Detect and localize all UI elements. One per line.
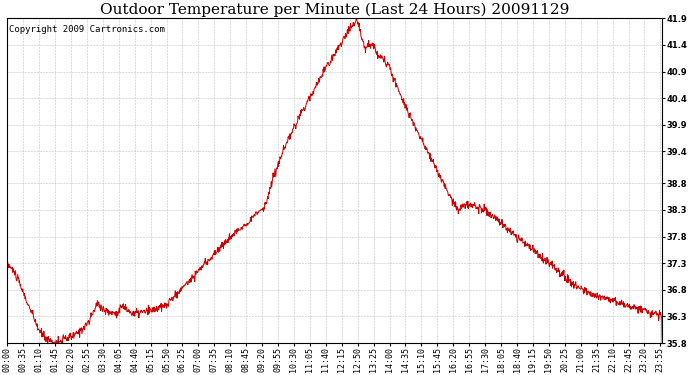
Title: Outdoor Temperature per Minute (Last 24 Hours) 20091129: Outdoor Temperature per Minute (Last 24 … xyxy=(100,3,569,17)
Text: Copyright 2009 Cartronics.com: Copyright 2009 Cartronics.com xyxy=(8,25,164,34)
